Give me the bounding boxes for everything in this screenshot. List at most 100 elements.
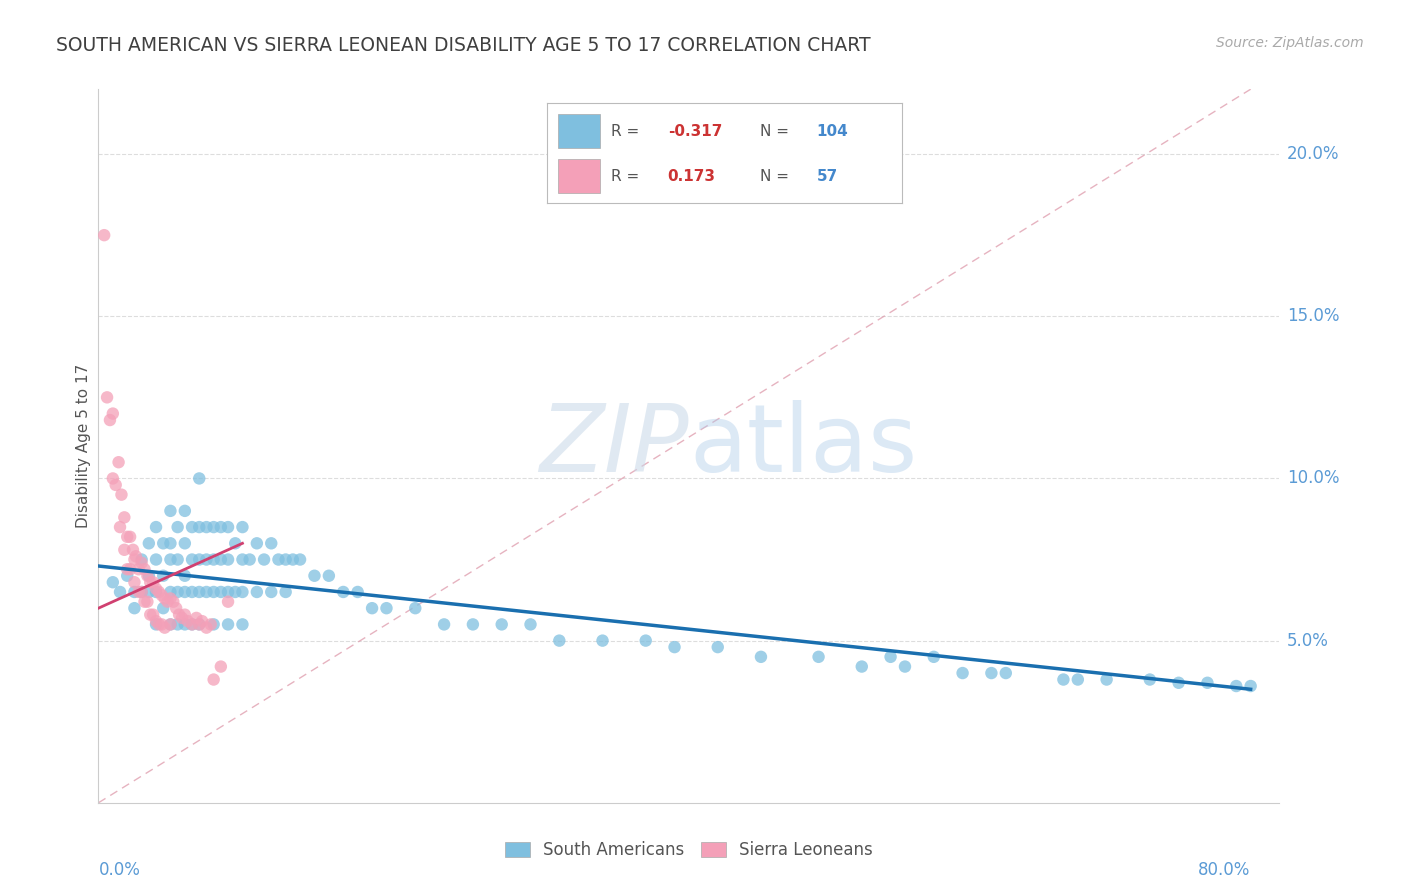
Point: [181, 520, 204, 534]
Point: [188, 471, 211, 485]
Point: [96, 390, 118, 404]
Point: [131, 585, 153, 599]
Point: [173, 585, 195, 599]
Point: [592, 633, 614, 648]
Point: [1240, 679, 1263, 693]
Point: [851, 659, 873, 673]
Point: [159, 585, 181, 599]
Point: [209, 585, 232, 599]
Point: [136, 568, 159, 582]
Point: [195, 520, 218, 534]
Point: [159, 617, 181, 632]
Point: [150, 617, 173, 632]
Point: [107, 455, 129, 469]
Point: [664, 640, 686, 654]
Point: [217, 617, 239, 632]
Point: [186, 611, 208, 625]
Point: [120, 530, 142, 544]
Point: [177, 614, 200, 628]
Point: [148, 617, 170, 632]
Point: [145, 582, 167, 596]
Point: [1052, 673, 1074, 687]
Point: [231, 617, 253, 632]
Point: [124, 575, 146, 590]
Point: [112, 510, 135, 524]
Point: [807, 649, 830, 664]
Point: [1197, 675, 1219, 690]
Point: [150, 588, 173, 602]
Point: [128, 585, 150, 599]
Point: [145, 520, 167, 534]
Point: [519, 617, 541, 632]
Point: [304, 568, 326, 582]
Point: [195, 585, 218, 599]
Point: [128, 562, 150, 576]
Point: [173, 568, 195, 582]
Point: [202, 673, 225, 687]
Point: [749, 649, 772, 664]
Point: [332, 585, 354, 599]
Text: 15.0%: 15.0%: [1286, 307, 1339, 326]
Point: [1139, 673, 1161, 687]
Point: [706, 640, 728, 654]
Point: [922, 649, 945, 664]
Point: [104, 478, 127, 492]
Point: [166, 520, 188, 534]
Point: [274, 552, 297, 566]
Point: [980, 666, 1002, 681]
Point: [98, 413, 121, 427]
Point: [148, 585, 170, 599]
Point: [879, 649, 901, 664]
Text: 10.0%: 10.0%: [1286, 469, 1339, 487]
Point: [260, 585, 283, 599]
Point: [167, 607, 190, 622]
Point: [188, 585, 211, 599]
Point: [246, 585, 269, 599]
Point: [138, 536, 160, 550]
Point: [101, 471, 124, 485]
Point: [188, 520, 211, 534]
Point: [101, 407, 124, 421]
Point: [142, 575, 165, 590]
Point: [952, 666, 974, 681]
Point: [231, 585, 253, 599]
Point: [145, 552, 167, 566]
Point: [152, 536, 174, 550]
Point: [1167, 675, 1189, 690]
Point: [209, 552, 232, 566]
Point: [159, 617, 181, 632]
Point: [267, 552, 290, 566]
Point: [136, 595, 159, 609]
Point: [224, 585, 246, 599]
Point: [361, 601, 384, 615]
Point: [101, 575, 124, 590]
Point: [152, 601, 174, 615]
Point: [173, 536, 195, 550]
Point: [138, 568, 160, 582]
Point: [281, 552, 304, 566]
Point: [188, 552, 211, 566]
Point: [170, 611, 193, 625]
Point: [181, 617, 204, 632]
Point: [134, 595, 156, 609]
Point: [162, 595, 184, 609]
Point: [110, 488, 132, 502]
Point: [231, 520, 253, 534]
Point: [894, 659, 917, 673]
Point: [131, 552, 153, 566]
Point: [200, 617, 222, 632]
Point: [159, 504, 181, 518]
Point: [173, 617, 195, 632]
Point: [115, 562, 138, 576]
Point: [173, 504, 195, 518]
Point: [145, 585, 167, 599]
Point: [209, 659, 232, 673]
Point: [433, 617, 456, 632]
Point: [217, 595, 239, 609]
Point: [181, 585, 204, 599]
Point: [191, 614, 214, 628]
Text: 5.0%: 5.0%: [1286, 632, 1329, 649]
Point: [173, 607, 195, 622]
Point: [1225, 679, 1247, 693]
Point: [131, 556, 153, 570]
